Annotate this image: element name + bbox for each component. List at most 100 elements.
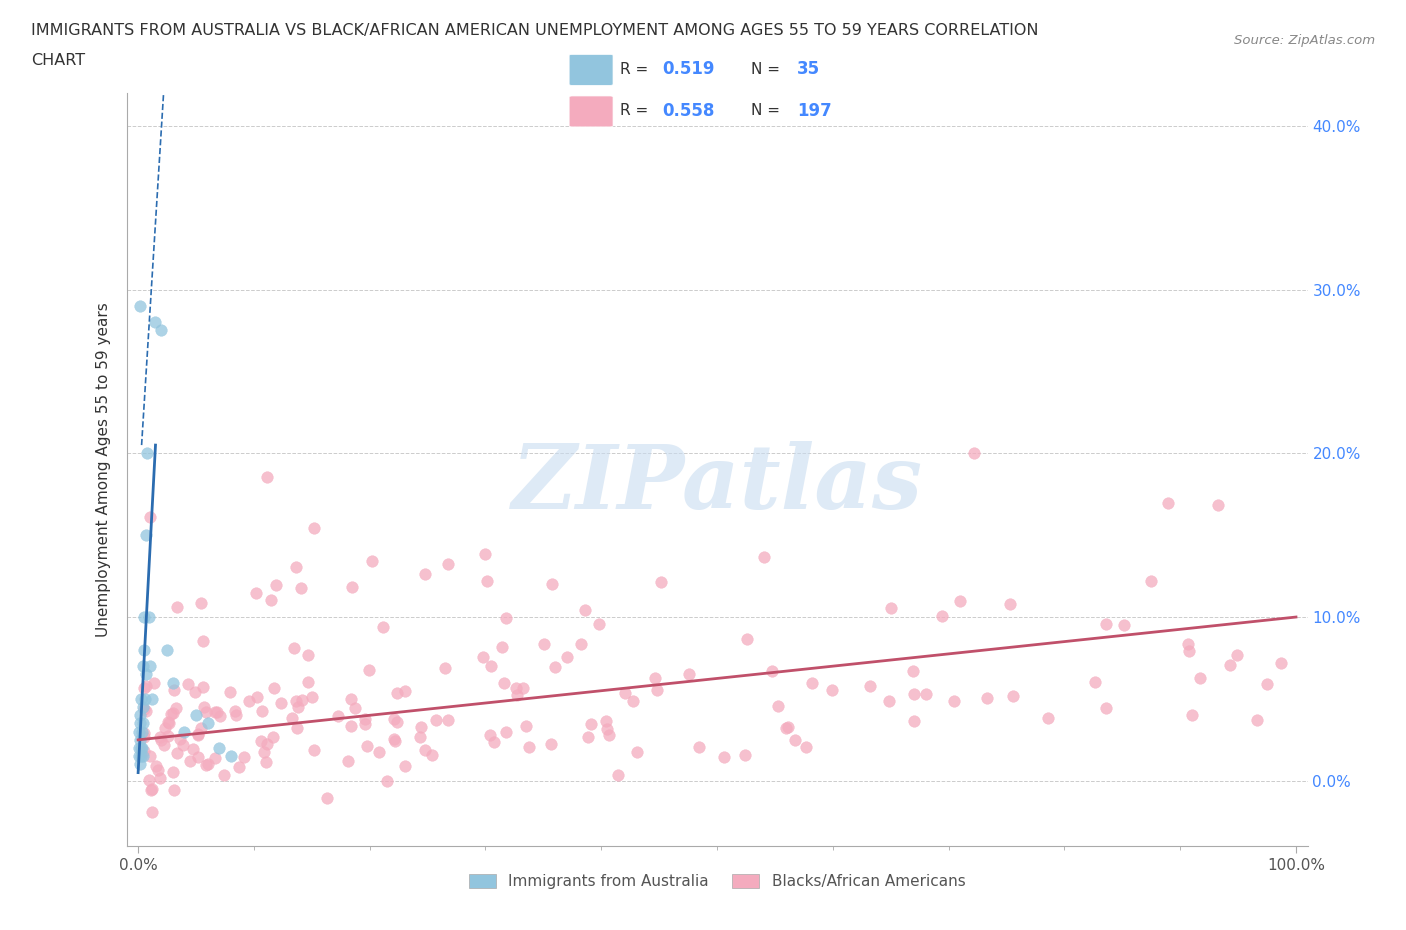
Point	[207, 705, 229, 720]
Point	[138, 609, 160, 624]
Point	[138, 773, 160, 788]
Point	[225, 708, 247, 723]
Point	[315, 790, 337, 805]
Point	[794, 739, 817, 754]
Point	[735, 631, 758, 646]
Point	[129, 716, 152, 731]
Point	[162, 764, 184, 779]
Point	[752, 550, 775, 565]
Text: R =: R =	[620, 62, 648, 77]
Point	[880, 601, 903, 616]
Point	[270, 696, 292, 711]
Point	[141, 783, 163, 798]
Text: ZIPatlas: ZIPatlas	[512, 442, 922, 528]
Point	[153, 721, 176, 736]
Point	[246, 690, 269, 705]
Point	[290, 580, 312, 595]
Point	[354, 717, 377, 732]
Point	[517, 739, 540, 754]
Point	[569, 636, 592, 651]
Point	[409, 720, 432, 735]
Point	[163, 782, 186, 797]
Point	[179, 753, 201, 768]
Point	[191, 633, 214, 648]
Point	[250, 734, 273, 749]
Point	[172, 737, 194, 752]
Point	[197, 716, 219, 731]
Point	[598, 727, 620, 742]
Point	[232, 750, 254, 764]
Point	[190, 596, 212, 611]
Point	[143, 676, 166, 691]
Point	[283, 641, 305, 656]
Point	[437, 712, 460, 727]
Point	[626, 744, 648, 759]
Point	[340, 579, 363, 594]
Text: 0.519: 0.519	[662, 60, 714, 78]
Point	[141, 782, 163, 797]
Point	[135, 667, 157, 682]
Point	[477, 574, 499, 589]
FancyBboxPatch shape	[569, 96, 613, 126]
Point	[224, 704, 246, 719]
Point	[190, 721, 212, 736]
Point	[375, 774, 398, 789]
Point	[1114, 618, 1136, 632]
Point	[495, 610, 517, 625]
Point	[688, 739, 710, 754]
Point	[859, 679, 882, 694]
Point	[186, 750, 208, 764]
Point	[474, 547, 496, 562]
Point	[408, 729, 430, 744]
Point	[650, 575, 672, 590]
Point	[162, 683, 184, 698]
Y-axis label: Unemployment Among Ages 55 to 59 years: Unemployment Among Ages 55 to 59 years	[96, 302, 111, 637]
Point	[134, 643, 156, 658]
Point	[197, 756, 219, 771]
Point	[491, 640, 513, 655]
Text: Source: ZipAtlas.com: Source: ZipAtlas.com	[1234, 34, 1375, 47]
Point	[540, 577, 562, 591]
Point	[128, 733, 150, 748]
Point	[129, 749, 152, 764]
Point	[533, 636, 555, 651]
Point	[132, 699, 155, 714]
Point	[156, 643, 179, 658]
Point	[484, 735, 506, 750]
Point	[357, 662, 380, 677]
Point	[596, 722, 619, 737]
Point	[437, 557, 460, 572]
Point	[165, 700, 187, 715]
Point	[139, 749, 162, 764]
Point	[187, 727, 209, 742]
Point	[1206, 498, 1229, 512]
Point	[132, 702, 155, 717]
Point	[208, 709, 231, 724]
Point	[301, 690, 323, 705]
Point	[963, 445, 986, 460]
Point	[166, 599, 188, 614]
Point	[931, 608, 953, 623]
Point	[131, 749, 153, 764]
Point	[1177, 637, 1199, 652]
Point	[157, 715, 180, 730]
Point	[481, 659, 503, 674]
Point	[413, 566, 436, 581]
Point	[145, 759, 167, 774]
Point	[193, 699, 215, 714]
Point	[1000, 597, 1022, 612]
Point	[506, 687, 529, 702]
Point	[775, 721, 797, 736]
Point	[132, 730, 155, 745]
Point	[263, 681, 285, 696]
Point	[384, 734, 406, 749]
Point	[287, 699, 309, 714]
Point	[264, 578, 287, 592]
Text: IMMIGRANTS FROM AUSTRALIA VS BLACK/AFRICAN AMERICAN UNEMPLOYMENT AMONG AGES 55 T: IMMIGRANTS FROM AUSTRALIA VS BLACK/AFRIC…	[31, 23, 1039, 38]
Point	[495, 724, 517, 739]
Point	[181, 741, 204, 756]
Point	[801, 676, 824, 691]
Point	[433, 660, 456, 675]
Point	[156, 728, 179, 743]
Point	[340, 691, 363, 706]
